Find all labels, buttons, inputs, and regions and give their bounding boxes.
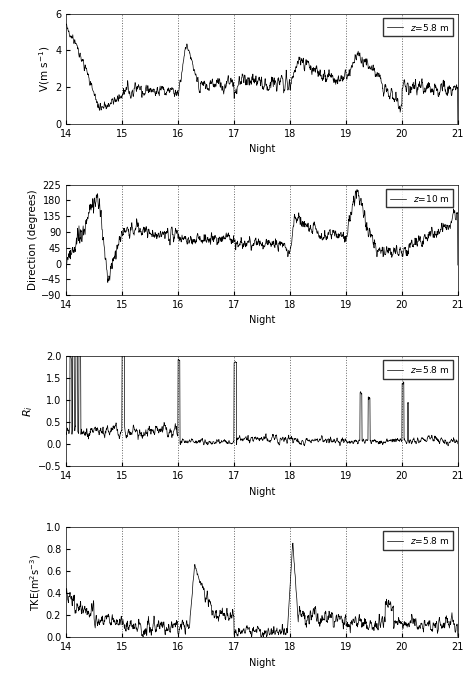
Legend: $z$=5.8 m: $z$=5.8 m: [383, 532, 453, 550]
Y-axis label: $R_i$: $R_i$: [21, 405, 35, 417]
X-axis label: Night: Night: [249, 658, 275, 668]
X-axis label: Night: Night: [249, 315, 275, 325]
Legend: $z$=5.8 m: $z$=5.8 m: [383, 360, 453, 378]
Y-axis label: V(m s$^{-1}$): V(m s$^{-1}$): [37, 45, 52, 92]
Legend: $z$=5.8 m: $z$=5.8 m: [383, 18, 453, 37]
X-axis label: Night: Night: [249, 144, 275, 155]
Legend: $z$=10 m: $z$=10 m: [386, 189, 453, 207]
Y-axis label: Direction (degrees): Direction (degrees): [28, 190, 38, 290]
X-axis label: Night: Night: [249, 487, 275, 496]
Y-axis label: TKE(m$^2$s$^{-3}$): TKE(m$^2$s$^{-3}$): [28, 554, 43, 611]
